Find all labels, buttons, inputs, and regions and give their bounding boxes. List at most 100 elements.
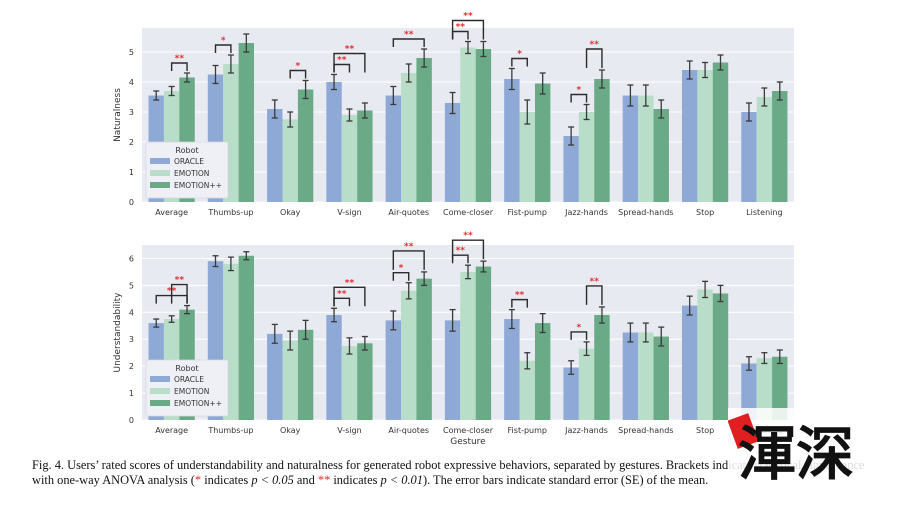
naturalness-ytick-label: 1 <box>129 168 134 177</box>
understandability-bar <box>297 329 314 420</box>
understandability-legend-swatch <box>150 388 170 394</box>
understandability-legend-swatch <box>150 376 170 382</box>
caption-line2-e: ). The error bars indicate standard erro… <box>422 473 709 487</box>
naturalness-significance-label: * <box>576 86 581 96</box>
naturalness-bar <box>681 70 698 202</box>
understandability-significance-label: * <box>399 264 404 274</box>
naturalness-ytick-label: 5 <box>129 48 134 57</box>
naturalness-significance-bracket <box>511 57 528 67</box>
naturalness-bar <box>697 70 713 202</box>
understandability-bar <box>741 363 757 420</box>
naturalness-ytick-label: 4 <box>129 78 134 87</box>
understandability-bar <box>697 289 713 420</box>
understandability-legend-title: Robot <box>175 364 198 373</box>
logo-text: 渾深 <box>738 420 854 488</box>
understandability-significance-label: * <box>576 323 581 333</box>
naturalness-bar <box>712 62 729 202</box>
naturalness-significance-label: ** <box>345 45 355 55</box>
naturalness-ytick-label: 0 <box>129 198 134 207</box>
naturalness-significance-label: ** <box>337 56 347 66</box>
caption-line2-d: indicates <box>330 473 381 487</box>
naturalness-bar <box>578 112 595 202</box>
understandability-xlabel: Gesture <box>450 437 486 447</box>
naturalness-bar <box>622 95 639 202</box>
naturalness-bar <box>756 97 773 202</box>
naturalness-significance-label: * <box>296 62 301 72</box>
understandability-significance-bracket <box>392 271 410 281</box>
naturalness-bar <box>341 115 358 202</box>
naturalness-legend-label: EMOTION <box>174 169 209 178</box>
naturalness-bar <box>594 79 610 202</box>
watermark-logo: 渾深 <box>728 408 868 494</box>
naturalness-bar <box>638 95 654 202</box>
understandability-significance-label: ** <box>515 291 525 301</box>
understandability-bar <box>578 348 595 420</box>
naturalness-legend-swatch <box>150 170 170 176</box>
caption-line2-c: and <box>293 473 318 487</box>
logo-red-stroke <box>728 413 759 449</box>
naturalness-bar <box>267 109 283 202</box>
understandability-significance-bracket <box>585 285 603 305</box>
understandability-bar <box>756 358 773 420</box>
naturalness-xtick-label: V-sign <box>337 208 361 217</box>
understandability-xtick-label: Okay <box>280 426 301 435</box>
naturalness-ytick-label: 2 <box>129 138 134 147</box>
naturalness-bar <box>534 83 551 202</box>
naturalness-significance-label: ** <box>590 40 600 50</box>
understandability-bar <box>563 367 579 420</box>
understandability-xtick-label: Thumbs-up <box>207 426 253 435</box>
understandability-bar <box>357 343 373 420</box>
naturalness-ytick-label: 3 <box>129 108 134 117</box>
understandability-bar <box>444 320 461 420</box>
understandability-bar <box>712 293 729 420</box>
understandability-ytick-label: 1 <box>129 389 134 398</box>
understandability-bar <box>238 255 255 420</box>
naturalness-legend-label: EMOTION++ <box>174 181 222 190</box>
naturalness-bar <box>653 109 669 202</box>
understandability-ytick-label: 3 <box>129 335 134 344</box>
understandability-bar <box>622 332 639 420</box>
understandability-bar <box>401 290 417 420</box>
naturalness-legend-label: ORACLE <box>174 157 204 166</box>
naturalness-bar <box>385 95 402 202</box>
naturalness-xtick-label: Air-quotes <box>388 208 429 217</box>
naturalness-significance-label: ** <box>175 54 185 64</box>
understandability-xtick-label: V-sign <box>337 426 361 435</box>
understandability-significance-label: ** <box>590 277 600 287</box>
understandability-ytick-label: 2 <box>129 362 134 371</box>
naturalness-ylabel: Naturalness <box>113 88 123 142</box>
naturalness-legend-swatch <box>150 158 170 164</box>
naturalness-significance-bracket <box>570 93 588 103</box>
understandability-significance-label: ** <box>337 289 347 299</box>
understandability-significance-label: ** <box>175 276 185 286</box>
understandability-significance-bracket <box>333 286 366 307</box>
caption-line2-b: indicates <box>201 473 252 487</box>
understandability-significance-bracket <box>451 239 485 260</box>
naturalness-bar <box>326 82 342 202</box>
caption-p-001: p < 0.01 <box>380 473 423 487</box>
naturalness-bar <box>401 73 417 202</box>
naturalness-legend-swatch <box>150 182 170 188</box>
understandability-bar <box>594 315 610 420</box>
caption-p-005: p < 0.05 <box>251 473 294 487</box>
naturalness-significance-bracket <box>289 69 307 79</box>
understandability-xtick-label: Come-closer <box>443 426 494 435</box>
naturalness-bar <box>416 58 432 202</box>
understandability-ytick-label: 4 <box>129 308 134 317</box>
understandability-bar <box>681 305 698 420</box>
understandability-bar <box>772 356 788 420</box>
understandability-xtick-label: Air-quotes <box>388 426 429 435</box>
understandability-significance-bracket <box>451 254 469 264</box>
understandability-bar <box>385 320 402 420</box>
naturalness-bar <box>741 112 757 202</box>
understandability-significance-bracket <box>392 250 425 270</box>
naturalness-significance-bracket <box>170 62 188 71</box>
caption-star-single: * <box>194 473 202 487</box>
naturalness-xtick-label: Thumbs-up <box>207 208 253 217</box>
naturalness-bar <box>475 49 492 202</box>
naturalness-bar <box>772 91 788 202</box>
naturalness-xtick-label: Come-closer <box>443 208 494 217</box>
understandability-xtick-label: Average <box>155 426 188 435</box>
naturalness-bar <box>238 43 255 202</box>
